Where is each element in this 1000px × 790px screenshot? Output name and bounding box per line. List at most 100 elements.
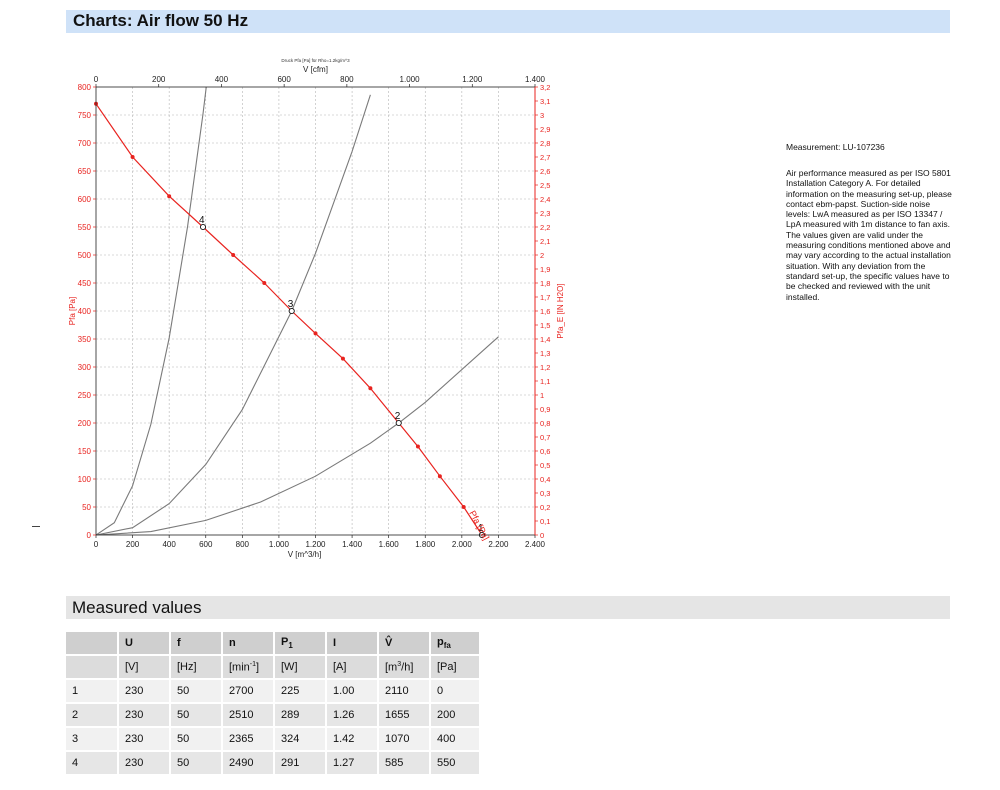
x-top-tick-label: 1.200: [462, 75, 483, 84]
y-tick-label: 800: [78, 83, 92, 92]
y-tick-label: 600: [78, 195, 92, 204]
table-row: 3 230 50 2365 324 1.42 1070 400: [66, 727, 481, 752]
y-right-tick-label: 3,1: [540, 97, 550, 106]
x-top-tick-label: 600: [277, 75, 291, 84]
series-point: [368, 386, 373, 391]
y-right-tick-label: 2,4: [540, 195, 550, 204]
chart-caption: Druck Pfa [Pa] für Rho=1.2kg/m^3: [281, 58, 350, 63]
series-point: [313, 331, 318, 336]
table-unit-cell: [m3/h]: [378, 655, 431, 680]
y-tick-label: 450: [78, 279, 92, 288]
table-unit-cell: [W]: [274, 655, 327, 680]
y-right-tick-label: 0,4: [540, 475, 550, 484]
y-right-tick-label: 0,6: [540, 447, 550, 456]
y-tick-label: 750: [78, 111, 92, 120]
y-right-tick-label: 3: [540, 111, 544, 120]
y-tick-label: 700: [78, 139, 92, 148]
y-right-tick-label: 0,3: [540, 489, 550, 498]
table-cell: 230: [118, 703, 171, 728]
system-curve-1: [96, 87, 207, 535]
table-unit-cell: [min-1]: [222, 655, 275, 680]
system-curves: [96, 87, 499, 535]
table-cell: 324: [274, 727, 327, 752]
x-axis-label: V [m^3/h]: [288, 550, 322, 559]
table-cell: 289: [274, 703, 327, 728]
y-tick-label: 300: [78, 363, 92, 372]
table-header-cell: n: [222, 632, 275, 656]
y-tick-label: 550: [78, 223, 92, 232]
y-right-tick-label: 1: [540, 391, 544, 400]
table-cell: 230: [118, 727, 171, 752]
operating-point-2: [395, 419, 402, 427]
table-cell: 1070: [378, 727, 431, 752]
table-cell: 1655: [378, 703, 431, 728]
table-header-cell: pfa: [430, 632, 481, 656]
y-tick-label: 150: [78, 447, 92, 456]
y-right-tick-label: 3,2: [540, 83, 550, 92]
table-header-cell: f: [170, 632, 223, 656]
y-tick-label: 400: [78, 307, 92, 316]
table-cell: 230: [118, 751, 171, 776]
x-tick-label: 200: [126, 540, 140, 549]
x-top-axis-label: V [cfm]: [303, 65, 328, 74]
table-cell: 50: [170, 679, 223, 704]
series-layer: [94, 101, 486, 539]
y-right-tick-label: 1,1: [540, 377, 550, 386]
y-tick-label: 250: [78, 391, 92, 400]
y-right-tick-label: 1,3: [540, 349, 550, 358]
table-header-cell: V̂: [378, 632, 431, 656]
y-right-tick-label: 0,9: [540, 405, 550, 414]
table-unit-cell: [V]: [118, 655, 171, 680]
y-right-axis-label: Pfa_E [IN H2O]: [556, 283, 565, 338]
table-cell: 0: [430, 679, 481, 704]
y-right-tick-label: 1,4: [540, 335, 550, 344]
x-tick-label: 2.000: [452, 540, 473, 549]
table-cell: 1.42: [326, 727, 379, 752]
series-point: [231, 253, 236, 257]
table-cell: 550: [430, 751, 481, 776]
y-right-tick-label: 0: [540, 531, 544, 540]
measured-values-title: Measured values: [72, 598, 202, 617]
chart-header-title: Charts: Air flow 50 Hz: [73, 11, 249, 30]
x-tick-label: 1.800: [415, 540, 436, 549]
table-cell: 2365: [222, 727, 275, 752]
x-tick-label: 600: [199, 540, 213, 549]
series-point: [167, 194, 172, 199]
table-cell: 225: [274, 679, 327, 704]
table-cell: 400: [430, 727, 481, 752]
table-cell: 3: [66, 727, 119, 752]
x-top-tick-label: 200: [152, 75, 166, 84]
operating-point-3: [288, 307, 295, 315]
x-top-tick-label: 800: [340, 75, 354, 84]
table-cell: 50: [170, 751, 223, 776]
table-cell: 291: [274, 751, 327, 776]
x-top-tick-label: 1.400: [525, 75, 546, 84]
x-top-tick-label: 0: [94, 75, 99, 84]
y-right-tick-label: 2,2: [540, 223, 550, 232]
table-unit-cell: [66, 655, 119, 680]
operating-point-label-3: 3: [288, 299, 294, 310]
y-right-tick-label: 0,1: [540, 517, 550, 526]
y-tick-label: 650: [78, 167, 92, 176]
y-right-tick-label: 2,7: [540, 153, 550, 162]
series-point: [461, 505, 466, 509]
operating-point-4: [199, 223, 207, 231]
y-right-tick-label: 2: [540, 251, 544, 260]
table-cell: 230: [118, 679, 171, 704]
y-right-tick-label: 1,6: [540, 307, 550, 316]
y-right-tick-label: 0,5: [540, 461, 550, 470]
x-tick-label: 1.600: [379, 540, 400, 549]
table-cell: 585: [378, 751, 431, 776]
y-right-tick-label: 1,7: [540, 293, 550, 302]
x-tick-label: 800: [236, 540, 250, 549]
table-header-cell: [66, 632, 119, 656]
table-cell: 1.27: [326, 751, 379, 776]
table-unit-cell: [Pa]: [430, 655, 481, 680]
y-axis-label: Pfa [Pa]: [68, 297, 77, 325]
y-right-tick-label: 2,6: [540, 167, 550, 176]
table-cell: 2700: [222, 679, 275, 704]
y-tick-label: 0: [87, 531, 92, 540]
y-tick-label: 50: [82, 503, 91, 512]
